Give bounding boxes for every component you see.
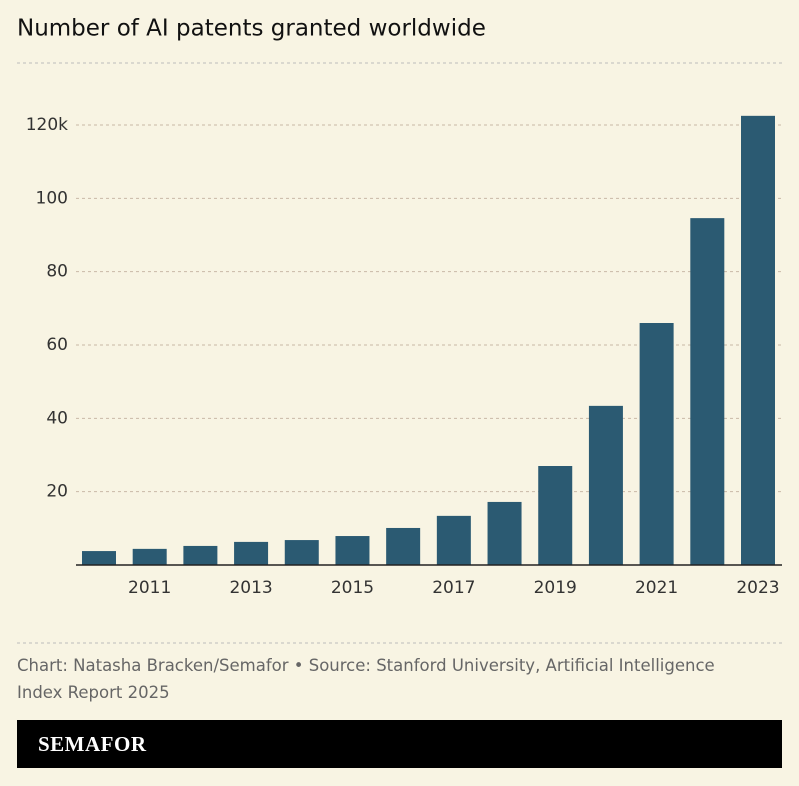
y-tick-label: 80 bbox=[46, 262, 68, 282]
y-tick-label: 100 bbox=[36, 188, 68, 208]
bar bbox=[234, 541, 269, 565]
bar bbox=[487, 501, 522, 565]
source-note: Chart: Natasha Bracken/Semafor • Source:… bbox=[17, 656, 715, 702]
x-tick-label: 2019 bbox=[534, 578, 577, 598]
bar bbox=[639, 323, 674, 565]
x-tick-label: 2011 bbox=[128, 578, 171, 598]
bar bbox=[132, 548, 167, 565]
x-tick-label: 2023 bbox=[736, 578, 779, 598]
y-tick-label: 120k bbox=[26, 115, 68, 135]
x-tick-label: 2021 bbox=[635, 578, 678, 598]
brand-bar: SEMAFOR bbox=[17, 720, 782, 768]
x-tick-label: 2017 bbox=[432, 578, 475, 598]
bar bbox=[588, 405, 623, 565]
chart-title: Number of AI patents granted worldwide bbox=[17, 16, 486, 42]
bar bbox=[183, 545, 218, 565]
y-tick-label: 60 bbox=[46, 335, 68, 355]
bar bbox=[284, 540, 319, 565]
bar bbox=[538, 466, 573, 565]
y-tick-label: 20 bbox=[46, 482, 68, 502]
x-tick-label: 2015 bbox=[331, 578, 374, 598]
bar bbox=[741, 115, 775, 565]
bar bbox=[335, 536, 370, 565]
bar bbox=[82, 551, 116, 565]
bar bbox=[436, 515, 471, 565]
x-tick-label: 2013 bbox=[229, 578, 272, 598]
y-tick-label: 40 bbox=[46, 408, 68, 428]
bar bbox=[690, 218, 725, 565]
bar bbox=[386, 527, 421, 565]
brand-logo: SEMAFOR bbox=[38, 732, 147, 756]
